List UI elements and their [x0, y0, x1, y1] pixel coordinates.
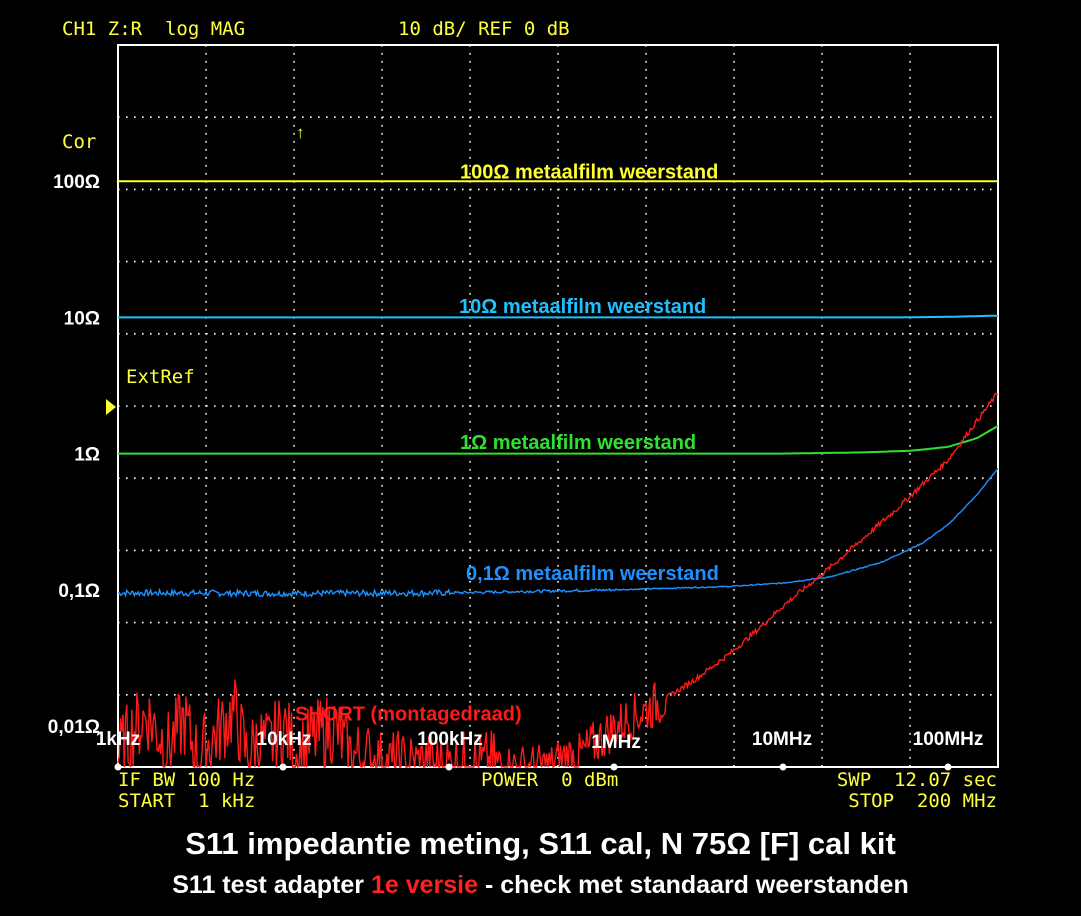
sweep-time-readout: SWP 12.07 sec: [837, 769, 997, 791]
ifbw-readout: IF BW 100 Hz: [118, 769, 255, 791]
series-label: 100Ω metaalfilm weerstand: [460, 161, 718, 183]
x-axis-labels: 1kHz 10kHz 100kHz 1MHz 10MHz 100MHz: [96, 729, 984, 753]
reference-pointer-icon: [106, 399, 116, 415]
y-tick-label: 0,1Ω: [58, 581, 100, 602]
x-tick-label: 10MHz: [752, 729, 812, 750]
series-trace: [118, 314, 998, 319]
series-label: 0,1Ω metaalfilm weerstand: [466, 563, 719, 585]
plot-frame: [117, 44, 999, 768]
x-tick-label: 1kHz: [96, 729, 140, 750]
marker-arrow-icon: ↑: [296, 123, 305, 142]
y-tick-label: 100Ω: [53, 172, 100, 193]
series-label: SHORT (montagedraad): [295, 703, 522, 725]
caption-subtitle-prefix: S11 test adapter: [172, 871, 371, 899]
series-trace: [117, 392, 999, 769]
x-tick-label: 100kHz: [417, 729, 483, 750]
series-trace: [118, 424, 999, 455]
sweep-marker-dot: [779, 763, 787, 771]
caption-title: S11 impedantie meting, S11 cal, N 75Ω [F…: [185, 826, 896, 861]
series-labels: 100Ω metaalfilm weerstand 10Ω metaalfilm …: [295, 161, 719, 725]
y-tick-label: 1Ω: [74, 445, 100, 466]
sweep-marker-dot: [944, 763, 952, 771]
caption-subtitle: S11 test adapter 1e versie - check met s…: [0, 871, 1081, 900]
caption-subtitle-highlight: 1e versie: [370, 871, 479, 899]
y-tick-label: 10Ω: [64, 308, 100, 329]
power-readout: POWER 0 dBm: [481, 769, 618, 791]
sweep-marker-dot: [445, 763, 453, 771]
stop-readout: STOP 200 MHz: [848, 790, 997, 812]
series-label: 1Ω metaalfilm weerstand: [460, 432, 696, 454]
cor-marker-text: Cor: [62, 131, 96, 153]
sweep-marker-dot: [279, 763, 287, 771]
extref-marker-text: ExtRef: [126, 366, 195, 388]
scale-header: 10 dB/ REF 0 dB: [398, 18, 570, 40]
series-trace: [117, 467, 999, 599]
footer-dots: [114, 763, 952, 771]
sweep-marker-dot: [610, 763, 618, 771]
start-readout: START 1 kHz: [118, 790, 255, 812]
y-tick-label: 0,01Ω: [48, 717, 100, 738]
series-label: 10Ω metaalfilm weerstand: [459, 296, 706, 318]
x-tick-label: 1MHz: [591, 732, 641, 753]
y-axis-labels: 100Ω 10Ω 1Ω 0,1Ω 0,01Ω: [48, 172, 100, 738]
caption-subtitle-suffix: - check met standaard weerstanden: [478, 871, 909, 899]
x-tick-label: 10kHz: [257, 729, 312, 750]
sweep-marker-dot: [114, 763, 122, 771]
traces: [117, 180, 999, 769]
graticule: [118, 45, 998, 767]
x-tick-label: 100MHz: [913, 729, 984, 750]
channel-header: CH1 Z:R log MAG: [62, 18, 245, 40]
